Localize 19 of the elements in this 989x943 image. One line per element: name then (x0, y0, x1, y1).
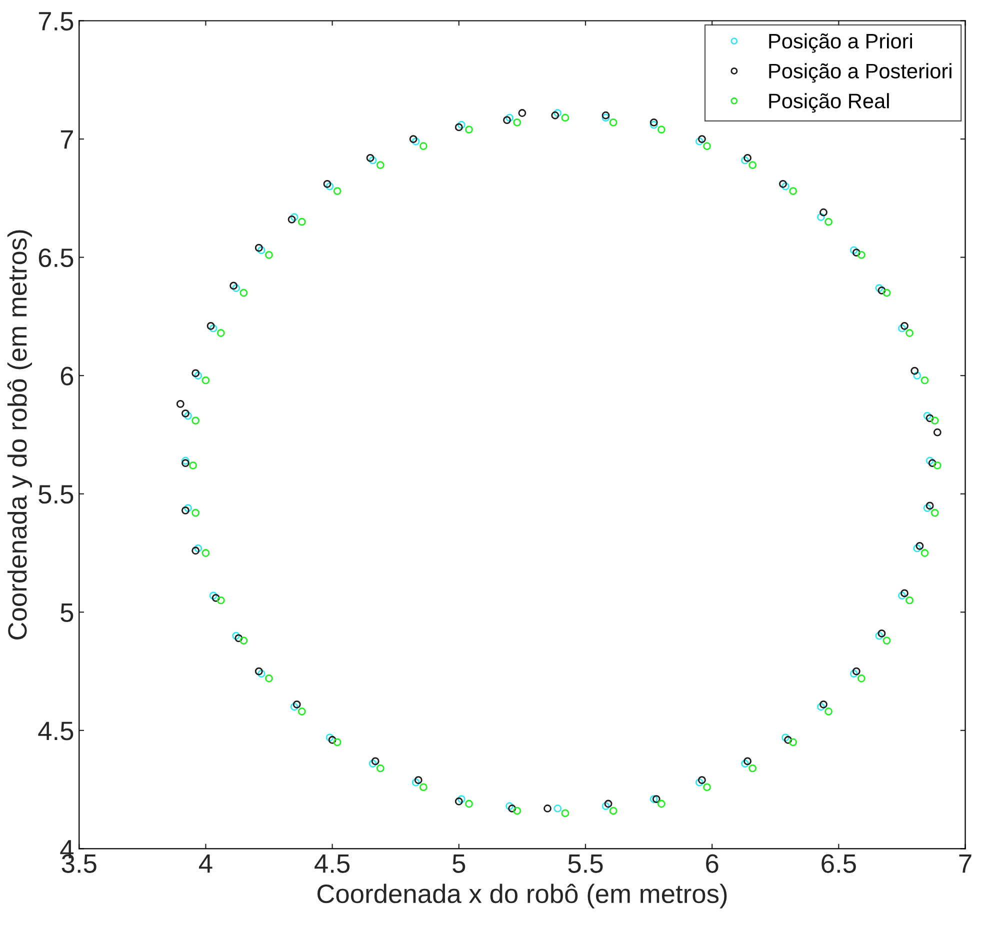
x-tick-label: 4.5 (314, 854, 350, 873)
legend-label: Posição a Posteriori (769, 63, 952, 83)
x-tick-label: 7 (959, 854, 972, 873)
legend-label: Posição Real (769, 93, 889, 113)
y-tick-label: 5.5 (38, 485, 74, 504)
x-tick-label: 6 (706, 854, 718, 873)
y-tick-label: 5 (60, 604, 74, 622)
y-axis-title: Coordenada y do robô (em metros) (7, 230, 32, 640)
x-axis-title: Coordenada x do robô (em metros) (317, 884, 727, 908)
y-tick-label: 6 (60, 366, 74, 386)
x-tick-label: 5.5 (568, 854, 603, 873)
y-tick-label: 7 (60, 130, 73, 149)
x-tick-label: 6.5 (822, 854, 856, 873)
x-tick-label: 5 (452, 854, 466, 873)
x-tick-label: 4 (198, 854, 212, 873)
y-tick-label: 4.5 (38, 722, 74, 740)
y-tick-label: 6.5 (38, 248, 74, 268)
legend-label: Posição a Priori (769, 33, 912, 53)
y-tick-label: 7.5 (38, 12, 74, 31)
